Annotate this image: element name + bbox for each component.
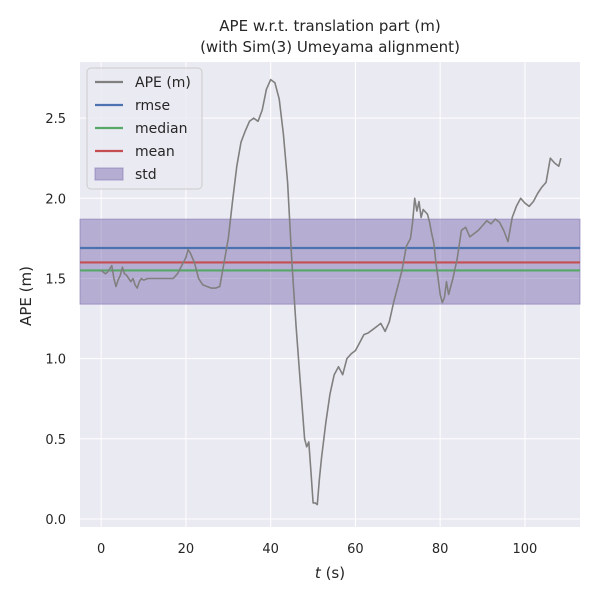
chart-subtitle: (with Sim(3) Umeyama alignment) — [200, 38, 460, 56]
grid-lines — [80, 62, 580, 527]
x-tick-label: 60 — [347, 542, 364, 557]
x-tick-label: 80 — [432, 542, 449, 557]
legend-label-std: std — [135, 167, 157, 183]
chart-title: APE w.r.t. translation part (m) — [219, 17, 440, 35]
y-tick-label: 2.5 — [45, 112, 66, 127]
legend-label-mean: mean — [135, 144, 175, 160]
x-tick-label: 0 — [97, 542, 105, 557]
y-axis-label: APE (m) — [17, 266, 35, 326]
y-ticks: 0.0 0.5 1.0 1.5 2.0 2.5 — [45, 112, 66, 528]
y-tick-label: 1.5 — [45, 272, 66, 287]
legend: APE (m) rmse median mean std — [86, 67, 203, 190]
legend-swatch-std — [94, 167, 124, 181]
ape-series-line — [100, 78, 562, 506]
y-tick-label: 2.0 — [45, 192, 66, 207]
y-tick-label: 0.0 — [45, 513, 66, 528]
x-axis-label-unit: (s) — [321, 564, 345, 582]
y-tick-label: 0.5 — [45, 433, 66, 448]
x-tick-label: 100 — [513, 542, 538, 557]
x-tick-label: 40 — [262, 542, 279, 557]
legend-label-ape: APE (m) — [135, 75, 191, 91]
x-axis-label: t (s) — [315, 564, 345, 582]
x-tick-label: 20 — [178, 542, 195, 557]
legend-label-rmse: rmse — [135, 98, 170, 114]
x-ticks: 0 20 40 60 80 100 — [97, 542, 537, 557]
series-group — [100, 78, 562, 506]
legend-label-median: median — [135, 121, 187, 137]
legend-box — [86, 67, 203, 190]
stat-lines — [79, 218, 581, 305]
y-tick-label: 1.0 — [45, 353, 66, 368]
x-axis-label-var: t — [315, 564, 322, 582]
